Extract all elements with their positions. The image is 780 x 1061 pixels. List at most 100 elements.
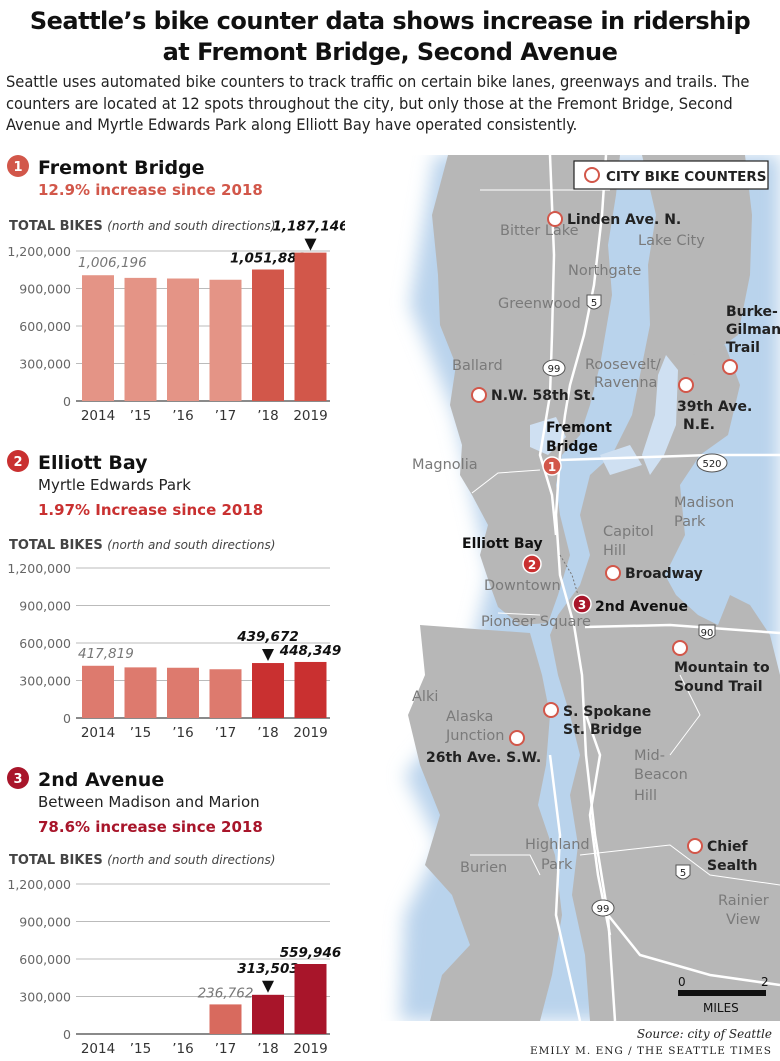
y-tick-label: 0: [63, 711, 71, 726]
bar-18: [252, 663, 284, 718]
bar-value-label: 559,946: [280, 945, 342, 961]
highway-99-shield-south: 99: [591, 899, 615, 917]
numbered-counters: Fremont Bridge 1 Elliott Bay 2 3 2nd Ave…: [462, 420, 688, 615]
counter-labels: Linden Ave. N. N.W. 58th St. 39th Ave. N…: [426, 211, 780, 874]
x-tick-label: ’18: [257, 725, 278, 741]
bar-2014: [82, 665, 114, 718]
bar-18: [252, 994, 284, 1034]
credit-line: EMILY M. ENG / THE SEATTLE TIMES: [530, 1045, 772, 1057]
chart-subtitle: Myrtle Edwards Park: [38, 476, 191, 494]
x-tick-label: ’18: [257, 408, 278, 424]
chart-svg-3: 3 2nd Avenue Between Madison and Marion 78.…: [7, 767, 342, 1057]
marker-2: [522, 554, 542, 574]
chart-number-badge: [7, 767, 29, 789]
svg-text:5: 5: [680, 868, 686, 879]
counter-26th: 26th Ave. S.W.: [426, 750, 541, 766]
counter-icon-26th: [509, 730, 525, 746]
bar-17: [209, 1004, 242, 1034]
y-tick-label: 1,200,000: [7, 244, 71, 259]
chart-2nd-avenue: 3 2nd Avenue Between Madison and Marion 78.…: [0, 763, 345, 1061]
bar-2019: [294, 252, 327, 401]
bar-15: [124, 277, 157, 401]
place-alki: Alki: [412, 689, 438, 705]
place-highland: Highland: [525, 837, 590, 853]
place-roosevelt: Roosevelt/: [585, 357, 661, 373]
y-tick-label: 300,000: [19, 357, 71, 372]
y-tick-label: 600,000: [19, 319, 71, 334]
x-tick-label: ’16: [172, 408, 193, 424]
city-borders: [470, 189, 780, 886]
y-tick-label: 300,000: [19, 990, 71, 1005]
waterfront-trail: [559, 554, 589, 606]
svg-text:2: 2: [528, 558, 536, 572]
chart-increase: 1.97% Increase since 2018: [38, 501, 263, 519]
place-view: View: [726, 912, 761, 928]
counter-icon-broadway: [605, 565, 621, 581]
y-tick-label: 0: [63, 394, 71, 409]
y-tick-label: 900,000: [19, 282, 71, 297]
place-burien: Burien: [460, 860, 507, 876]
chart-ylabel-note: (north and south directions): [107, 853, 275, 867]
chart-subtitle: Between Madison and Marion: [38, 793, 260, 811]
chart-fremont-bridge: 1 Fremont Bridge 12.9% increase since 2018…: [0, 150, 345, 425]
chart-ylabel-note: (north and south directions): [107, 219, 275, 233]
map-legend: CITY BIKE COUNTERS: [573, 160, 769, 190]
counter-mountain: Mountain to: [674, 660, 770, 676]
highlight-marker: [304, 238, 317, 251]
bar-value-label: 448,349: [279, 643, 342, 659]
place-ballard: Ballard: [452, 358, 503, 374]
title-line-2: at Fremont Bridge, Second Avenue: [162, 38, 618, 66]
highway-shields: 5 99 520 90 99 5: [542, 294, 728, 917]
page-title: Seattle’s bike counter data shows increa…: [0, 6, 780, 68]
counter-st-bridge: St. Bridge: [563, 722, 642, 738]
x-tick-label: ’15: [130, 725, 151, 741]
counter-sealth: Sealth: [707, 858, 757, 874]
chart-elliott-bay: 2 Elliott Bay Myrtle Edwards Park 1.97% Inc…: [0, 447, 345, 742]
chart-ylabel-note: (north and south directions): [107, 538, 275, 552]
chart-number-badge: [7, 450, 29, 472]
svg-text:99: 99: [597, 904, 610, 915]
y-tick-label: 900,000: [19, 915, 71, 930]
bar-2014: [82, 275, 114, 401]
x-tick-label: ’18: [257, 1041, 278, 1057]
svg-text:3: 3: [578, 598, 586, 612]
land: [408, 155, 780, 1021]
x-tick-label: 2019: [293, 725, 327, 741]
scale-zero: 0: [678, 975, 686, 989]
chart-title: 2nd Avenue: [38, 769, 164, 791]
counter-icon-chief: [687, 838, 703, 854]
bar-16: [167, 278, 199, 401]
x-tick-label: 2014: [81, 408, 115, 424]
chart-ylabel: TOTAL BIKES (north and south directions): [9, 219, 275, 234]
marker-1: [542, 456, 562, 476]
counter-icon-linden: [547, 211, 563, 227]
bar-value-label: 1,006,196: [78, 255, 147, 271]
chart-title: Elliott Bay: [38, 452, 148, 474]
chart-ylabel-main: TOTAL BIKES: [9, 853, 107, 868]
place-park-2: Park: [541, 857, 573, 873]
x-tick-label: 2019: [293, 408, 327, 424]
chart-title: Fremont Bridge: [38, 157, 205, 179]
counter-icon-mountain: [672, 640, 688, 656]
marker-3: [572, 594, 592, 614]
place-mid: Mid-: [634, 748, 665, 764]
bar-value-label: 1,051,880: [230, 251, 306, 267]
chart-ylabel: TOTAL BIKES (north and south directions): [9, 538, 275, 553]
bar-15: [124, 667, 157, 718]
chart-ylabel-main: TOTAL BIKES: [9, 219, 107, 234]
y-tick-label: 600,000: [19, 636, 71, 651]
x-tick-label: 2019: [293, 1041, 327, 1057]
svg-text:1: 1: [548, 460, 556, 474]
chart-increase: 12.9% increase since 2018: [38, 181, 263, 199]
place-hill: Hill: [603, 543, 626, 559]
place-park: Park: [674, 514, 706, 530]
place-downtown: Downtown: [484, 578, 561, 594]
svg-text:90: 90: [701, 628, 714, 639]
counter-icon-spokane: [543, 702, 559, 718]
counter-trail: Trail: [726, 340, 760, 356]
place-junction: Junction: [445, 728, 504, 744]
highlight-marker: [262, 649, 274, 662]
bar-value-label: 313,503: [237, 961, 299, 977]
scale-unit: MILES: [703, 1001, 739, 1015]
counter-gilman: Gilman: [726, 322, 780, 338]
